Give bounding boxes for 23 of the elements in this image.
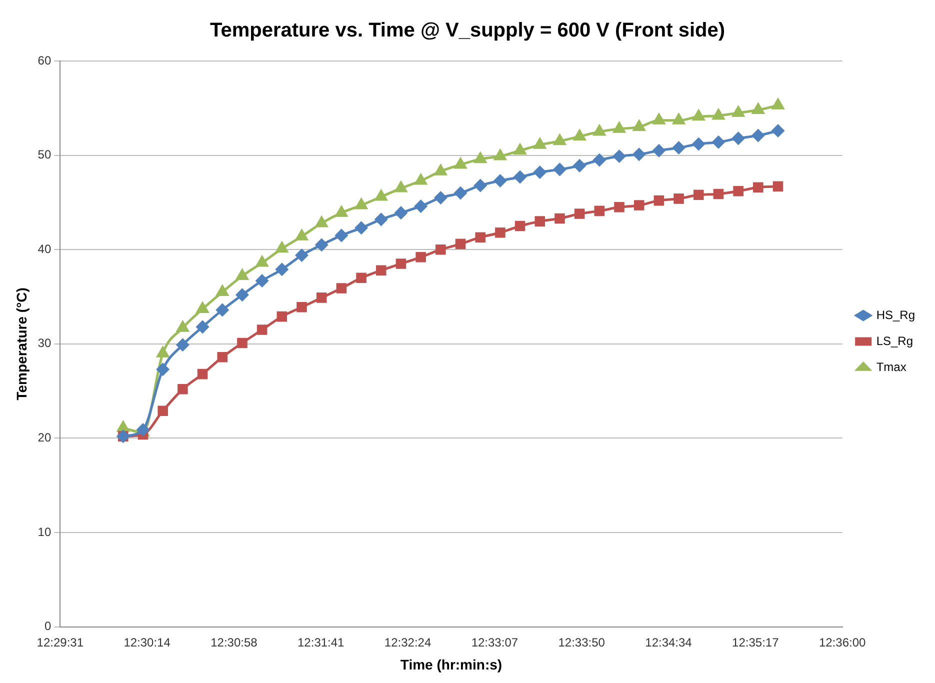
y-tick-label: 60 <box>38 53 52 68</box>
y-tick-label: 30 <box>38 336 52 350</box>
x-axis-title: Time (hr:min:s) <box>400 656 502 672</box>
x-tick-label: 12:36:00 <box>818 635 866 650</box>
x-tick-label: 12:30:14 <box>124 635 171 650</box>
y-tick-label: 10 <box>38 524 52 539</box>
legend-label: HS_Rg <box>876 308 916 322</box>
x-tick-label: 12:34:34 <box>645 635 692 650</box>
y-tick-label: 0 <box>44 619 52 634</box>
legend-label: Tmax <box>876 360 906 374</box>
x-tick-label: 12:33:07 <box>471 635 518 650</box>
y-tick-label: 40 <box>38 242 52 256</box>
y-tick-label: 50 <box>38 148 52 162</box>
y-tick-label: 20 <box>38 430 52 445</box>
x-tick-label: 12:35:17 <box>732 635 780 650</box>
chart-title: Temperature vs. Time @ V_supply = 600 V (Front side) <box>210 20 726 42</box>
legend-label: LS_Rg <box>876 334 914 348</box>
x-tick-label: 12:29:31 <box>36 635 84 650</box>
x-tick-label: 12:33:50 <box>558 635 606 650</box>
x-tick-label: 12:32:24 <box>384 635 432 650</box>
x-tick-label: 12:30:58 <box>210 635 258 650</box>
y-axis-title: Temperature (°C) <box>13 288 30 400</box>
x-tick-label: 12:31:41 <box>298 635 345 650</box>
